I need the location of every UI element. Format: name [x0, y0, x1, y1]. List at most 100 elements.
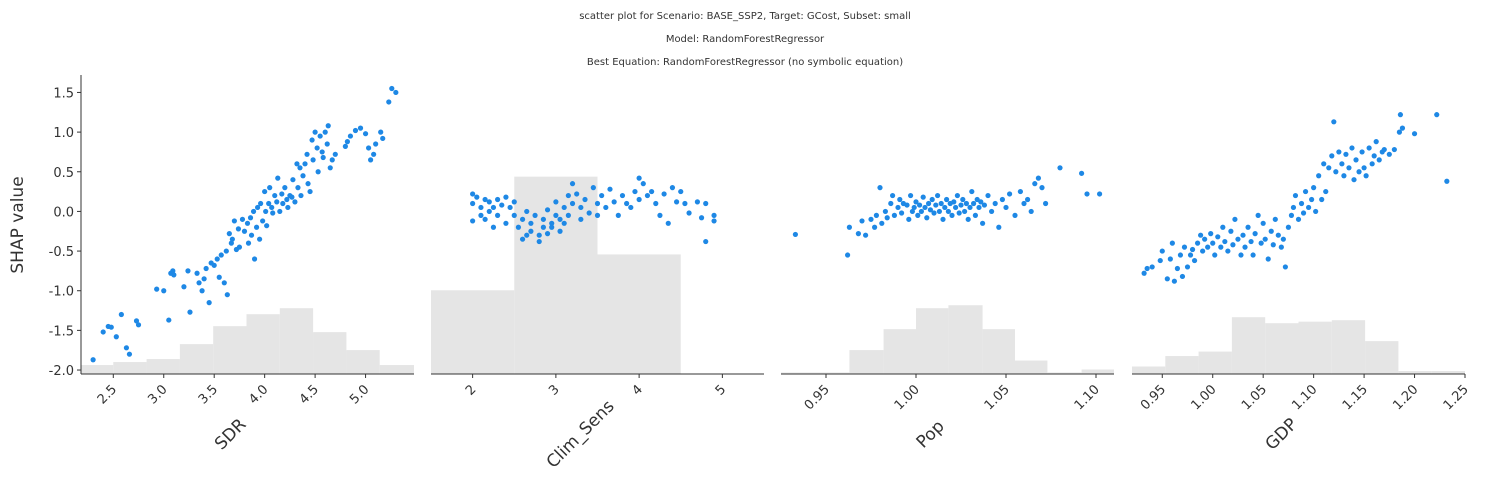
shap-point [1198, 232, 1204, 238]
shap-point [275, 175, 281, 181]
y-tick-label: -1.0 [49, 285, 74, 300]
shap-point [1411, 131, 1418, 137]
shap-point [133, 318, 140, 324]
shap-point [1200, 248, 1206, 254]
shap-point [307, 188, 313, 195]
shap-point [1386, 151, 1392, 157]
shap-point [863, 232, 869, 238]
shap-point [274, 199, 280, 205]
shap-point [1399, 125, 1406, 131]
shap-point [1316, 173, 1322, 179]
figure-title-line-3: Best Equation: RandomForestRegressor (no… [587, 57, 903, 68]
shap-point [245, 240, 252, 246]
histogram-bar [379, 365, 414, 374]
x-tick-label: 0.95 [1138, 382, 1169, 413]
y-axis-label: SHAP value [8, 176, 28, 273]
shap-point [544, 207, 551, 213]
shap-point [703, 238, 709, 245]
shap-point [262, 188, 268, 195]
shap-point [216, 274, 222, 280]
shap-point [913, 199, 919, 205]
shap-point [258, 200, 264, 207]
shap-point [226, 231, 232, 237]
x-tick-label: 2.5 [95, 382, 120, 407]
shap-point [981, 202, 988, 208]
shap-point [882, 208, 889, 215]
shap-point [1272, 216, 1278, 222]
shap-point [1212, 252, 1218, 258]
shap-point [319, 149, 325, 155]
shap-point [486, 208, 492, 215]
shap-point [1097, 191, 1103, 197]
shap-point [965, 216, 971, 222]
shap-point [1003, 204, 1009, 211]
shap-point [792, 231, 799, 238]
y-tick-label: -1.5 [49, 324, 74, 339]
shap-point [624, 200, 630, 207]
shap-point [1039, 185, 1045, 191]
shap-point [877, 185, 883, 191]
shap-point [1391, 146, 1397, 153]
shap-point [1270, 242, 1276, 248]
x-tick-label: 5.0 [347, 382, 372, 407]
shap-point [524, 208, 530, 215]
histogram-bar [1265, 323, 1299, 374]
shap-point [1288, 212, 1295, 218]
shap-point [206, 300, 212, 306]
shap-point [1252, 231, 1258, 237]
shap-point [257, 236, 263, 242]
shap-point [1240, 232, 1246, 238]
shap-point [309, 137, 315, 143]
shap-point [565, 192, 571, 199]
x-tick-label: 1.15 [1340, 382, 1371, 413]
shap-point [958, 202, 964, 208]
shap-point [553, 199, 559, 205]
shap-point [236, 244, 243, 250]
shap-point [1043, 200, 1049, 207]
histogram-bar [1047, 372, 1082, 374]
shap-point [511, 199, 517, 205]
shap-point [1157, 257, 1163, 264]
shap-point [1191, 257, 1198, 264]
shap-point [859, 218, 865, 224]
shap-point [272, 192, 278, 199]
shap-point [490, 224, 497, 230]
shap-point [951, 199, 957, 205]
x-tick-label: 1.10 [1289, 382, 1320, 413]
shap-point [344, 139, 350, 145]
shap-point [1242, 244, 1248, 250]
shap-point [936, 208, 943, 215]
shap-point [1181, 244, 1188, 250]
shap-point [945, 208, 952, 215]
shap-point [954, 192, 961, 199]
shap-point [90, 357, 96, 363]
shap-point [561, 220, 567, 226]
shap-point [269, 204, 275, 211]
shap-point [890, 192, 896, 199]
shap-point [503, 194, 509, 200]
shap-point [315, 169, 321, 175]
shap-point [603, 204, 609, 211]
shap-point [279, 191, 285, 197]
histogram-bar [597, 254, 681, 374]
shap-point [241, 228, 248, 234]
x-tick-label: 1.00 [892, 382, 923, 413]
shap-point [482, 196, 488, 203]
shap-point [1265, 256, 1271, 262]
shap-point [305, 181, 311, 187]
x-tick-label: 1.25 [1441, 382, 1472, 413]
shap-point [1339, 161, 1345, 167]
shap-point [1028, 208, 1034, 215]
shap-point [963, 200, 970, 207]
shap-point [511, 212, 517, 218]
y-tick-label: 1.5 [53, 86, 74, 101]
shap-point [1444, 178, 1450, 184]
shap-point [187, 309, 193, 315]
shap-point [295, 185, 301, 191]
shap-point [711, 218, 717, 224]
shap-point [194, 270, 200, 276]
shap-point [615, 212, 621, 218]
shap-point [1245, 224, 1251, 230]
shap-point [1343, 151, 1349, 157]
shap-point [594, 200, 601, 207]
